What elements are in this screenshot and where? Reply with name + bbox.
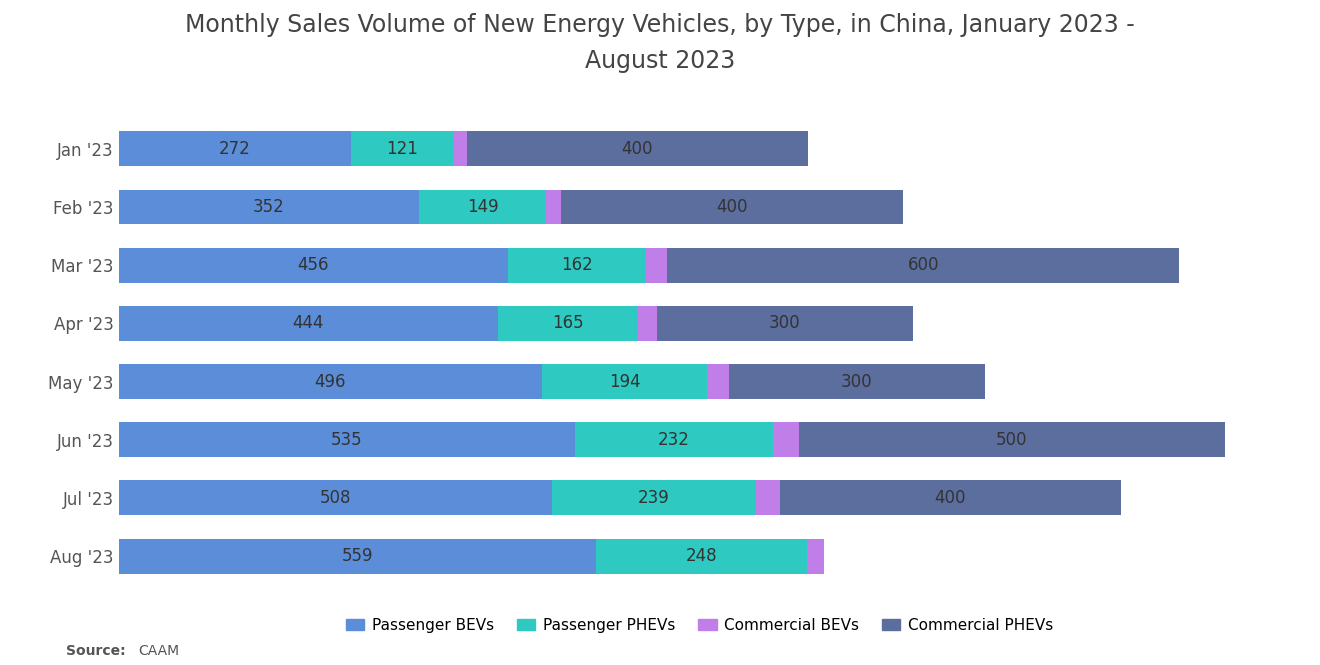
Bar bbox=[595, 539, 807, 573]
Text: 400: 400 bbox=[935, 489, 966, 507]
Text: 121: 121 bbox=[387, 140, 418, 158]
Text: 500: 500 bbox=[997, 431, 1027, 449]
Bar bbox=[498, 306, 639, 341]
Text: 400: 400 bbox=[622, 140, 653, 158]
Text: 300: 300 bbox=[770, 315, 801, 332]
Text: CAAM: CAAM bbox=[139, 644, 180, 658]
Bar bbox=[119, 132, 351, 166]
Bar bbox=[729, 364, 985, 399]
Bar bbox=[543, 364, 708, 399]
Text: 456: 456 bbox=[297, 256, 329, 274]
Text: 600: 600 bbox=[907, 256, 939, 274]
Text: 535: 535 bbox=[331, 431, 363, 449]
Text: 496: 496 bbox=[314, 372, 346, 390]
Bar bbox=[657, 306, 913, 341]
Bar bbox=[467, 132, 808, 166]
Bar bbox=[418, 190, 546, 224]
Text: 300: 300 bbox=[841, 372, 873, 390]
Bar bbox=[667, 248, 1179, 283]
Bar bbox=[708, 364, 729, 399]
Bar bbox=[807, 539, 824, 573]
Bar bbox=[119, 248, 508, 283]
Text: 194: 194 bbox=[609, 372, 640, 390]
Text: 352: 352 bbox=[253, 198, 285, 216]
Bar bbox=[546, 190, 561, 224]
Bar bbox=[351, 132, 454, 166]
Text: 248: 248 bbox=[685, 547, 717, 565]
Text: 272: 272 bbox=[219, 140, 251, 158]
Text: 559: 559 bbox=[342, 547, 374, 565]
Bar bbox=[119, 190, 418, 224]
Text: 239: 239 bbox=[638, 489, 671, 507]
Text: 162: 162 bbox=[561, 256, 593, 274]
Text: 165: 165 bbox=[552, 315, 583, 332]
Bar bbox=[576, 422, 774, 458]
Bar bbox=[119, 480, 552, 515]
Bar bbox=[780, 480, 1121, 515]
Text: 149: 149 bbox=[467, 198, 499, 216]
Text: 232: 232 bbox=[659, 431, 690, 449]
Bar bbox=[756, 480, 780, 515]
Bar bbox=[119, 364, 543, 399]
Text: Monthly Sales Volume of New Energy Vehicles, by Type, in China, January 2023 -
A: Monthly Sales Volume of New Energy Vehic… bbox=[185, 13, 1135, 72]
Bar bbox=[639, 306, 657, 341]
Bar bbox=[454, 132, 467, 166]
Bar bbox=[119, 539, 595, 573]
Text: Source:: Source: bbox=[66, 644, 125, 658]
Text: 444: 444 bbox=[293, 315, 323, 332]
Bar bbox=[774, 422, 799, 458]
Text: 400: 400 bbox=[717, 198, 748, 216]
Bar bbox=[552, 480, 756, 515]
Bar bbox=[799, 422, 1225, 458]
Bar bbox=[645, 248, 667, 283]
Legend: Passenger BEVs, Passenger PHEVs, Commercial BEVs, Commercial PHEVs: Passenger BEVs, Passenger PHEVs, Commerc… bbox=[339, 611, 1060, 638]
Bar bbox=[561, 190, 903, 224]
Bar bbox=[119, 422, 576, 458]
Bar bbox=[119, 306, 498, 341]
Text: 508: 508 bbox=[319, 489, 351, 507]
Bar bbox=[508, 248, 645, 283]
